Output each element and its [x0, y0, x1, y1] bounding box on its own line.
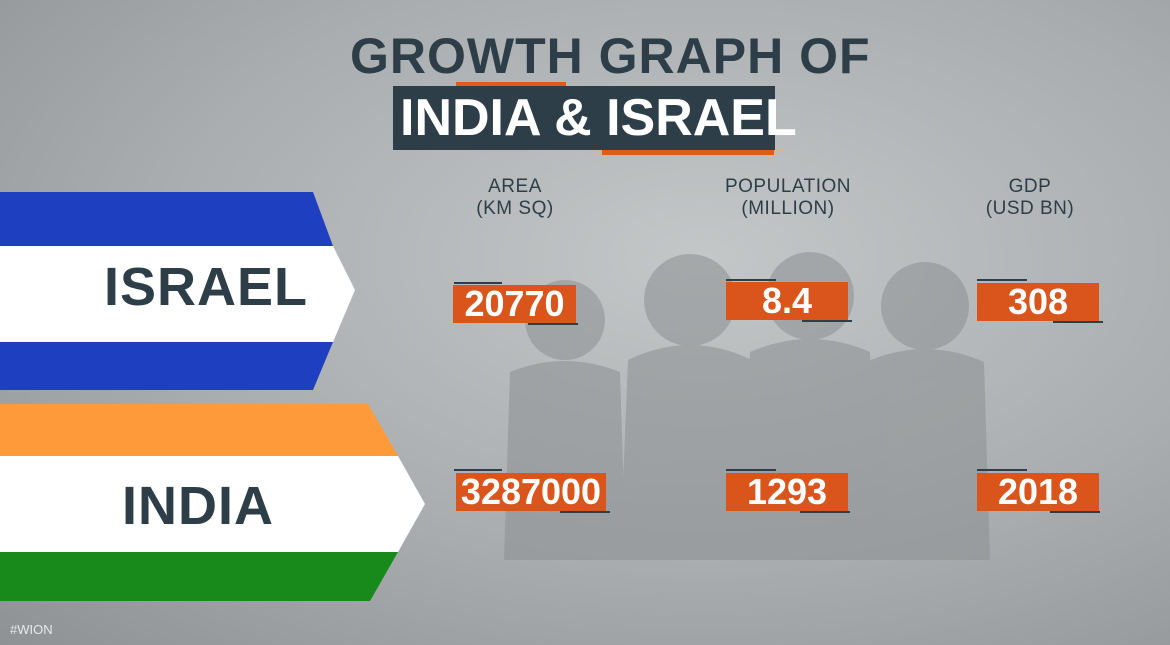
- value-accent-tick: [802, 320, 852, 322]
- column-header-gdp-line2: (USD BN): [985, 198, 1075, 219]
- india-flag-band: [0, 404, 425, 601]
- value-india-population: 1293: [726, 473, 848, 511]
- value-india-gdp: 2018: [977, 473, 1099, 511]
- country-label-india: INDIA: [122, 476, 274, 536]
- watermark: #WION: [10, 622, 53, 637]
- title-accent-underline: [456, 82, 566, 86]
- title-line2: INDIA & ISRAEL: [400, 89, 797, 147]
- value-accent-tick: [800, 511, 850, 513]
- value-accent-tick: [560, 511, 610, 513]
- india-saffron-stripe: [0, 404, 398, 456]
- column-header-gdp-line1: GDP: [1008, 176, 1052, 197]
- value-accent-tick: [977, 469, 1027, 471]
- value-accent-tick: [977, 279, 1027, 281]
- israel-blue-stripe-bottom: [0, 342, 333, 390]
- country-label-israel: ISRAEL: [104, 257, 309, 317]
- column-header-gdp: GDP (USD BN): [940, 176, 1120, 220]
- column-header-area-line2: (KM SQ): [476, 198, 554, 219]
- israel-white-stripe: [0, 246, 355, 342]
- value-india-area: 3287000: [456, 473, 606, 511]
- value-accent-tick: [1053, 321, 1103, 323]
- column-header-population: POPULATION (MILLION): [698, 176, 878, 220]
- column-header-area-line1: AREA: [488, 176, 542, 197]
- india-white-stripe: [0, 456, 425, 552]
- value-accent-tick: [726, 469, 776, 471]
- value-israel-gdp: 308: [977, 283, 1099, 321]
- column-header-population-line1: POPULATION: [724, 176, 852, 197]
- column-header-population-line2: (MILLION): [741, 198, 835, 219]
- value-accent-tick: [1050, 511, 1100, 513]
- title-accent-underline-2: [602, 150, 774, 155]
- value-accent-tick: [454, 282, 502, 284]
- title-line1: GROWTH GRAPH OF: [350, 28, 871, 84]
- israel-blue-stripe-top: [0, 192, 333, 246]
- value-accent-tick: [528, 323, 578, 325]
- value-israel-population: 8.4: [726, 282, 848, 320]
- column-header-area: AREA (KM SQ): [425, 176, 605, 220]
- value-accent-tick: [726, 279, 776, 281]
- value-israel-area: 20770: [453, 285, 576, 323]
- india-green-stripe: [0, 552, 398, 601]
- value-accent-tick: [454, 469, 502, 471]
- title-highlight-box: [393, 86, 775, 150]
- israel-flag-band: [0, 192, 355, 390]
